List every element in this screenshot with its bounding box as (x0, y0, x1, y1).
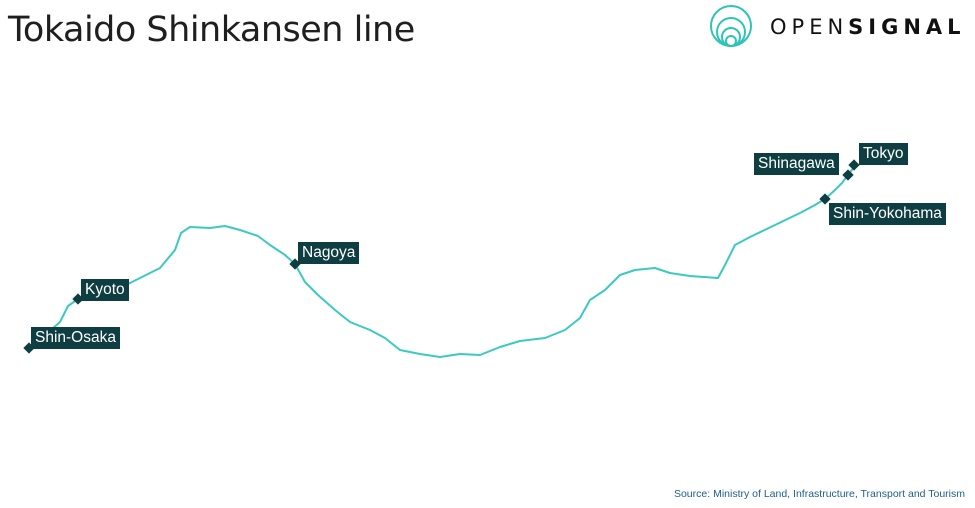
station-marker-shinagawa (842, 169, 854, 181)
station-label-kyoto: Kyoto (81, 279, 129, 301)
station-label-shinagawa: Shinagawa (754, 153, 839, 175)
logo-circles-icon (710, 5, 752, 47)
station-label-shin-osaka: Shin-Osaka (31, 327, 120, 349)
station-label-nagoya: Nagoya (298, 242, 360, 264)
shinkansen-route-line (28, 166, 855, 358)
source-note: Source: Ministry of Land, Infrastructure… (673, 488, 965, 500)
station-marker-tokyo (848, 159, 860, 171)
opensignal-logo: OPENSIGNAL (708, 4, 968, 50)
station-marker-shin-yokohama (819, 193, 831, 205)
station-label-shin-yokohama: Shin-Yokohama (829, 203, 946, 225)
station-marker-nagoya (289, 258, 301, 270)
page-title: Tokaido Shinkansen line (8, 10, 415, 50)
logo-wordmark: OPENSIGNAL (770, 15, 966, 39)
station-label-tokyo: Tokyo (859, 143, 908, 165)
